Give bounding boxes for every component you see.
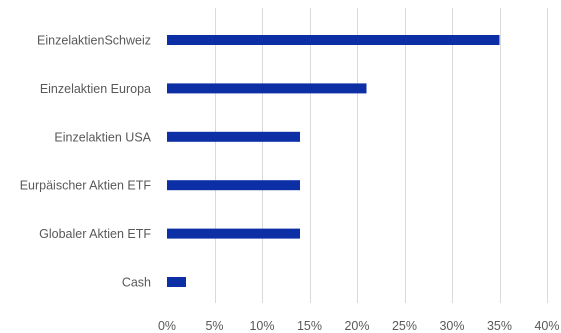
category-label: Globaler Aktien ETF (39, 227, 151, 241)
x-tick-label: 20% (344, 319, 369, 333)
x-tick-label: 0% (158, 319, 176, 333)
category-label: Cash (122, 276, 151, 290)
bar (167, 83, 367, 94)
bar (167, 228, 300, 239)
x-tick-label: 10% (249, 319, 274, 333)
category-label: Einzelaktien Europa (40, 82, 151, 96)
category-label: Einzelaktien USA (54, 130, 151, 144)
bar (167, 180, 300, 191)
gridlines (215, 8, 548, 303)
category-label: EinzelaktienSchweiz (37, 34, 151, 48)
bar (167, 131, 300, 142)
x-tick-label: 25% (392, 319, 417, 333)
x-tick-label: 40% (534, 319, 559, 333)
bars (167, 35, 500, 287)
x-tick-labels: 0% 5% 10% 15% 20% 25% 30% 35% 40% (158, 319, 560, 333)
bar (167, 277, 186, 287)
category-labels: EinzelaktienSchweiz Einzelaktien Europa Ei… (20, 34, 152, 290)
category-label: Eurpäischer Aktien ETF (20, 179, 152, 193)
bar (167, 35, 500, 45)
x-tick-label: 15% (297, 319, 322, 333)
x-tick-label: 35% (487, 319, 512, 333)
x-tick-label: 30% (439, 319, 464, 333)
x-tick-label: 5% (205, 319, 223, 333)
